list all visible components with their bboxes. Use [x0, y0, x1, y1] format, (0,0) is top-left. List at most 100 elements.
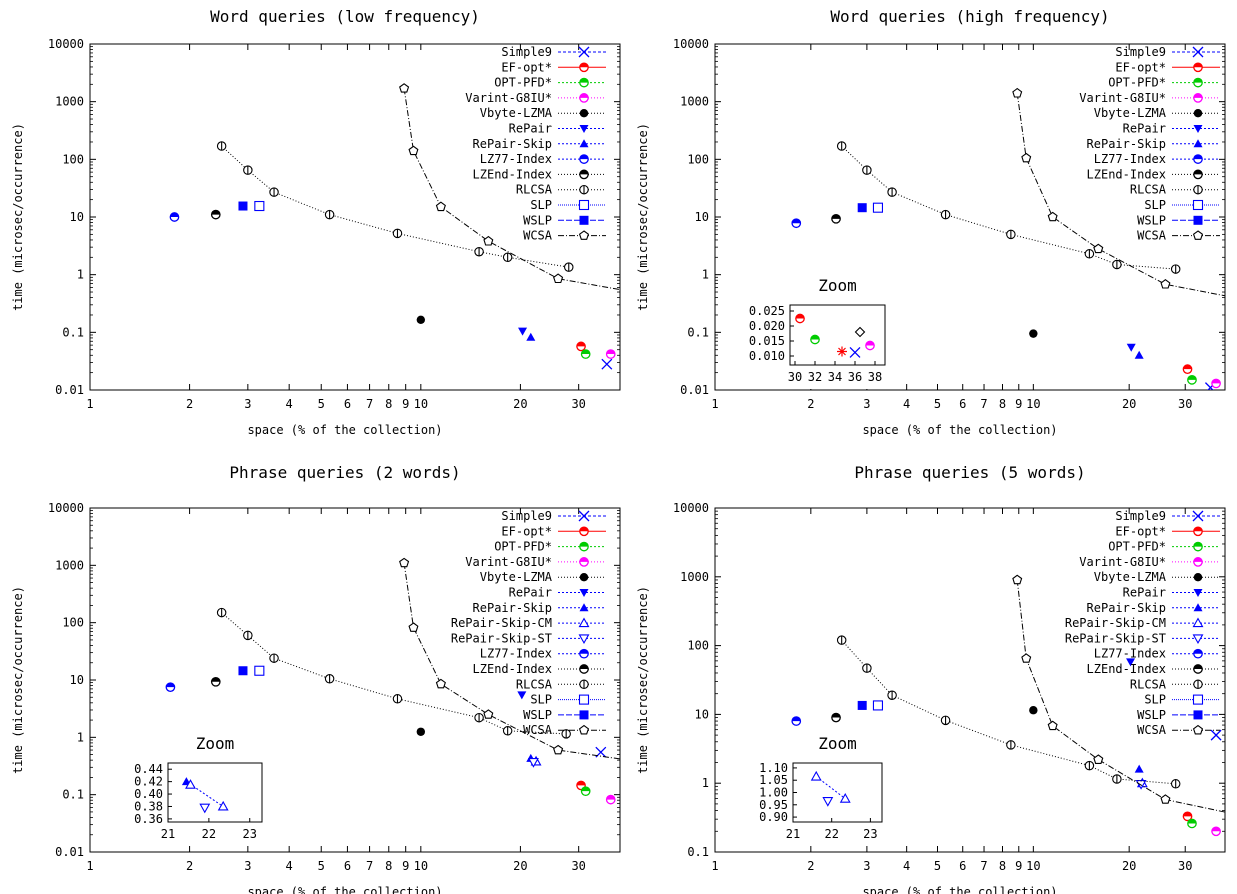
data-point: [862, 663, 872, 673]
series-wslp: [857, 203, 867, 213]
x-tick-label: 20: [1122, 859, 1136, 873]
data-point: [1160, 794, 1171, 804]
data-point: [580, 786, 591, 797]
x-tick-label: 4: [903, 859, 910, 873]
legend-marker: [579, 664, 589, 674]
x-tick-label: 3: [244, 397, 251, 411]
legend-marker: [1193, 154, 1203, 164]
y-tick-label: 10: [70, 673, 84, 687]
y-tick-label: 100: [687, 152, 709, 166]
x-axis-label: space (% of the collection): [247, 423, 442, 437]
y-tick-label: 10000: [48, 37, 84, 51]
y-tick-label: 1000: [680, 570, 709, 584]
series-rlcsa: [216, 141, 574, 272]
data-point: [483, 235, 494, 246]
inset-y-tick-label: 0.025: [749, 304, 785, 318]
inset-point: [837, 346, 847, 357]
x-tick-label: 1: [711, 859, 718, 873]
y-tick-label: 100: [62, 152, 84, 166]
series-repair: [1126, 343, 1136, 352]
legend-marker: [579, 154, 589, 164]
legend-marker: [1193, 77, 1203, 88]
inset-x-tick-label: 32: [808, 370, 822, 384]
inset-x-tick-label: 21: [161, 827, 175, 841]
data-point: [1210, 729, 1222, 741]
legend-label: EF-opt*: [1115, 60, 1166, 74]
series-line: [221, 612, 567, 735]
series-slp: [872, 700, 884, 711]
inset-y-tick-label: 0.020: [749, 319, 785, 333]
data-point: [1182, 364, 1193, 374]
series-repair-skip: [1134, 350, 1144, 359]
chart-title: Phrase queries (2 words): [229, 463, 460, 482]
inset-x-tick-label: 21: [786, 827, 800, 841]
legend-marker: [578, 634, 590, 645]
legend-label: Vbyte-LZMA: [480, 106, 553, 120]
legend-marker: [578, 230, 590, 240]
series-ef-opt-: [1182, 364, 1193, 374]
series-repair: [517, 691, 527, 700]
data-point: [238, 201, 248, 211]
legend-label: OPT-PFD*: [1108, 76, 1166, 90]
data-point: [324, 674, 335, 684]
y-tick-label: 1: [77, 730, 84, 744]
inset-y-tick-label: 1.10: [759, 761, 788, 775]
data-point: [1006, 740, 1016, 750]
series-line: [403, 88, 620, 291]
data-point: [580, 349, 591, 359]
series-line: [1016, 579, 1225, 813]
data-point: [435, 201, 446, 212]
x-tick-label: 8: [385, 859, 392, 873]
legend-marker: [1192, 724, 1204, 735]
x-axis-label: space (% of the collection): [862, 885, 1057, 894]
data-point: [238, 666, 248, 676]
data-point: [1012, 87, 1023, 98]
inset-x-tick-label: 23: [243, 827, 257, 841]
y-axis-label: time (microsec/occurrence): [636, 123, 650, 311]
legend-marker: [578, 694, 590, 705]
x-tick-label: 7: [366, 859, 373, 873]
legend-label: RePair-Skip: [473, 601, 552, 615]
x-tick-label: 7: [366, 397, 373, 411]
data-point: [502, 252, 513, 263]
x-tick-label: 2: [807, 397, 814, 411]
legend-marker: [579, 125, 589, 133]
legend-marker: [1193, 557, 1203, 567]
legend-marker: [1192, 230, 1204, 240]
data-point: [1084, 760, 1095, 771]
x-tick-label: 6: [344, 859, 351, 873]
legend-marker: [1193, 109, 1203, 118]
series-vbyte-lzma: [1029, 329, 1038, 338]
x-tick-label: 20: [513, 859, 527, 873]
x-tick-label: 10: [414, 397, 428, 411]
x-tick-label: 6: [959, 859, 966, 873]
legend-label: RePair: [509, 586, 552, 600]
x-tick-label: 8: [385, 397, 392, 411]
y-axis-label: time (microsec/occurrence): [11, 586, 25, 774]
data-point: [243, 165, 253, 175]
series-varint-g8iu-: [1211, 826, 1221, 837]
legend-label: RePair: [1123, 586, 1166, 600]
data-point: [1047, 720, 1058, 731]
data-point: [887, 690, 897, 700]
inset-x-tick-label: 34: [828, 370, 842, 384]
legend-label: EF-opt*: [1115, 524, 1166, 538]
x-tick-label: 4: [903, 397, 910, 411]
data-point: [553, 273, 564, 284]
legend-marker: [1193, 664, 1203, 674]
legend-marker: [579, 77, 589, 88]
legend-marker: [578, 46, 590, 58]
inset-frame: [789, 304, 886, 366]
x-tick-label: 1: [86, 859, 93, 873]
x-tick-label: 10: [1026, 859, 1040, 873]
chart-panel-3: Phrase queries (2 words)1 2 3 4 5 6 7 8 9 10 20 300…: [11, 463, 621, 894]
series-varint-g8iu-: [605, 794, 616, 805]
data-point: [561, 729, 571, 739]
legend-marker: [579, 62, 589, 73]
legend-label: WCSA: [523, 229, 553, 243]
y-axis-label: time (microsec/occurrence): [11, 123, 25, 311]
data-point: [1047, 211, 1058, 222]
x-tick-label: 8: [999, 397, 1006, 411]
legend-label: RePair-Skip: [1087, 601, 1166, 615]
